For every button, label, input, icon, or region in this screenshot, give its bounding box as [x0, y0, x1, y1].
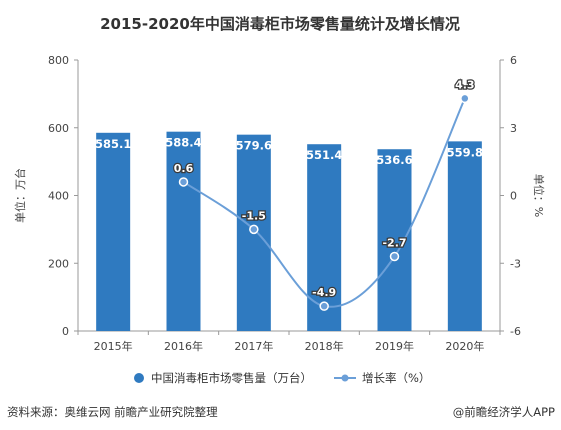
footer-brand: @前瞻经济学人APP: [453, 405, 555, 419]
legend-bar-marker: [134, 373, 144, 383]
line-point: [389, 251, 400, 262]
line-point: [319, 301, 329, 311]
footer-source: 资料来源：奥维云网 前瞻产业研究院整理: [7, 405, 218, 419]
bar: [166, 131, 201, 331]
legend: 中国消毒柜市场零售量（万台） 增长率（%）: [134, 371, 430, 385]
x-tick-label: 2016年: [164, 339, 203, 353]
line-series: 0.6 -1.5 -4.9 -2.7 4.3: [173, 77, 476, 311]
x-tick-label: 2020年: [445, 339, 484, 353]
x-tick-label: 2018年: [305, 339, 344, 353]
line-value-label: -4.9: [312, 286, 336, 299]
bar-value-label: 588.4: [165, 136, 201, 150]
right-tick-label: -6: [510, 325, 521, 338]
x-tick-label: 2019年: [375, 339, 414, 353]
right-tick-label: 0: [510, 190, 517, 203]
right-axis: -6 -3 0 3 6 单位：%: [499, 54, 546, 338]
legend-line-point: [341, 374, 349, 382]
right-axis-title: 单位：%: [532, 174, 546, 217]
line-value-label: 4.3: [455, 78, 475, 91]
right-tick-label: 3: [510, 122, 517, 135]
left-tick-label: 400: [48, 190, 69, 203]
bar: [377, 149, 412, 331]
legend-bar-label: 中国消毒柜市场零售量（万台）: [151, 371, 312, 385]
left-tick-label: 800: [48, 54, 69, 67]
bar-value-label: 559.8: [447, 145, 483, 159]
line-point: [178, 177, 189, 187]
line-value-label: -1.5: [242, 209, 266, 222]
line-point: [249, 224, 259, 235]
bar-value-label: 585.1: [95, 137, 131, 151]
bar-value-label: 579.6: [236, 139, 272, 153]
legend-line-label: 增长率（%）: [362, 371, 430, 385]
bar: [447, 141, 482, 331]
x-tick-label: 2017年: [234, 339, 273, 353]
chart-title: 2015-2020年中国消毒柜市场零售量统计及增长情况: [100, 15, 460, 33]
left-tick-label: 0: [62, 325, 69, 338]
right-tick-label: 6: [510, 54, 517, 67]
line-point: [460, 93, 470, 104]
x-axis: 2015年 2016年 2017年 2018年 2019年 2020年: [77, 330, 501, 353]
x-tick-label: 2015年: [94, 339, 133, 353]
right-tick-label: -3: [510, 257, 521, 270]
left-axis-title: 单位：万台: [13, 168, 27, 223]
left-axis: 0 200 400 600 800 单位：万台: [13, 54, 79, 338]
bar-value-label: 551.4: [306, 148, 342, 162]
bar: [96, 132, 131, 331]
bar-series: 585.1 588.4 579.6 551.4 536.6 559.8: [95, 131, 483, 331]
bar-value-label: 536.6: [376, 153, 412, 167]
left-tick-label: 200: [48, 257, 69, 270]
left-tick-label: 600: [48, 122, 69, 135]
line-value-label: 0.6: [174, 162, 194, 175]
line-value-label: -2.7: [382, 236, 406, 249]
